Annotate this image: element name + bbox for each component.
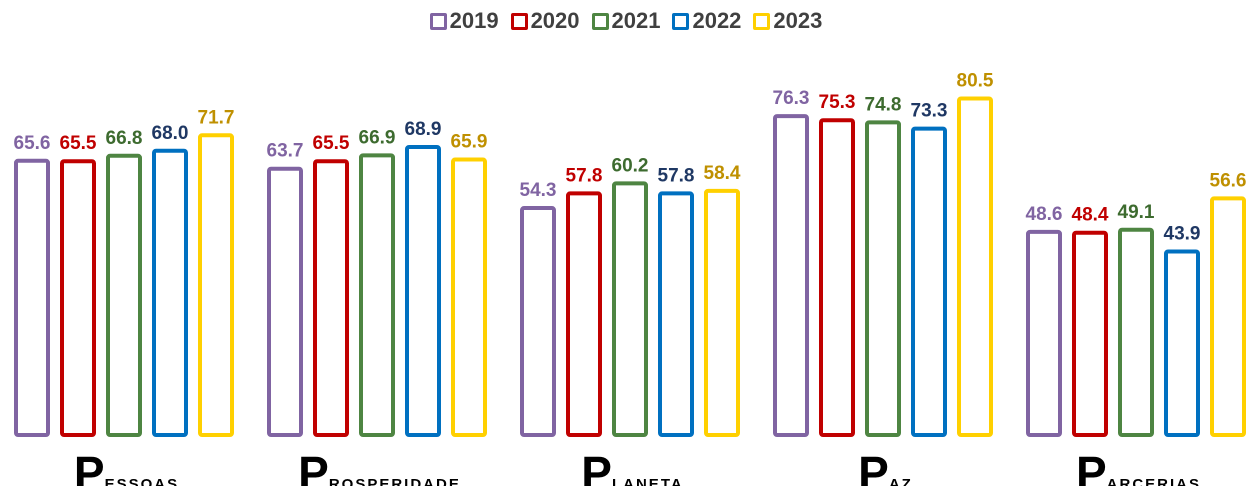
legend-item: 2019 (429, 8, 499, 34)
bar (819, 118, 855, 437)
value-label: 65.5 (60, 133, 97, 154)
value-label: 65.9 (451, 132, 488, 153)
legend-swatch (672, 12, 690, 30)
legend-item: 2022 (672, 8, 741, 34)
bar (451, 157, 487, 437)
legend-label: 2023 (773, 8, 823, 33)
value-label: 60.2 (612, 155, 649, 176)
value-label: 80.5 (957, 71, 994, 92)
legend-label: 2022 (692, 8, 742, 33)
category-label: Prosperidade (298, 447, 461, 486)
bar (520, 206, 556, 437)
bar (152, 148, 188, 437)
legend-label: 2019 (449, 8, 499, 33)
value-label: 48.4 (1072, 205, 1109, 226)
bar (612, 181, 648, 437)
legend-label: 2021 (611, 8, 661, 33)
bar (865, 120, 901, 437)
bar (1026, 229, 1062, 437)
category-label: Pessoas (73, 447, 180, 486)
bar (1210, 196, 1246, 437)
legend-swatch (753, 12, 771, 30)
bar (267, 166, 303, 437)
bar (566, 191, 602, 437)
value-label: 56.6 (1210, 170, 1247, 191)
category-label: Paz (858, 447, 913, 486)
value-label: 65.5 (313, 133, 350, 154)
value-label: 63.7 (267, 141, 304, 162)
value-label: 49.1 (1118, 202, 1155, 223)
value-label: 57.8 (566, 165, 603, 186)
value-label: 76.3 (773, 88, 810, 109)
bar (1118, 227, 1154, 437)
value-label: 65.6 (14, 133, 51, 154)
value-label: 54.3 (520, 180, 557, 201)
bar (1072, 230, 1108, 437)
legend-swatch (429, 12, 447, 30)
category-label: Parcerias (1075, 447, 1202, 486)
bar (658, 191, 694, 437)
legend: 2019 2020 2021 2022 2023 (0, 8, 1252, 34)
value-label: 66.9 (359, 127, 396, 148)
value-label: 74.8 (865, 94, 902, 115)
value-label: 58.4 (704, 163, 741, 184)
value-label: 68.9 (405, 119, 442, 140)
bar (198, 133, 234, 437)
bar (14, 158, 50, 438)
value-label: 71.7 (198, 107, 235, 128)
bar (405, 144, 441, 438)
category-label: Planeta (581, 447, 684, 486)
value-label: 75.3 (819, 92, 856, 113)
value-label: 48.6 (1026, 204, 1063, 225)
bar (359, 153, 395, 437)
legend-item: 2023 (753, 8, 822, 34)
value-label: 66.8 (106, 128, 143, 149)
value-label: 57.8 (658, 165, 695, 186)
bar (773, 114, 809, 437)
bar (313, 159, 349, 438)
value-label: 68.0 (152, 123, 189, 144)
legend-label: 2020 (530, 8, 580, 33)
bar (911, 126, 947, 438)
value-label: 43.9 (1164, 223, 1201, 244)
legend-swatch (510, 12, 528, 30)
bar (106, 153, 142, 437)
legend-item: 2020 (510, 8, 580, 34)
bar (1164, 249, 1200, 437)
bar (60, 159, 96, 438)
legend-item: 2021 (591, 8, 661, 34)
legend-swatch (591, 12, 609, 30)
value-label: 73.3 (911, 101, 948, 122)
bar (957, 96, 993, 437)
bar (704, 188, 740, 437)
